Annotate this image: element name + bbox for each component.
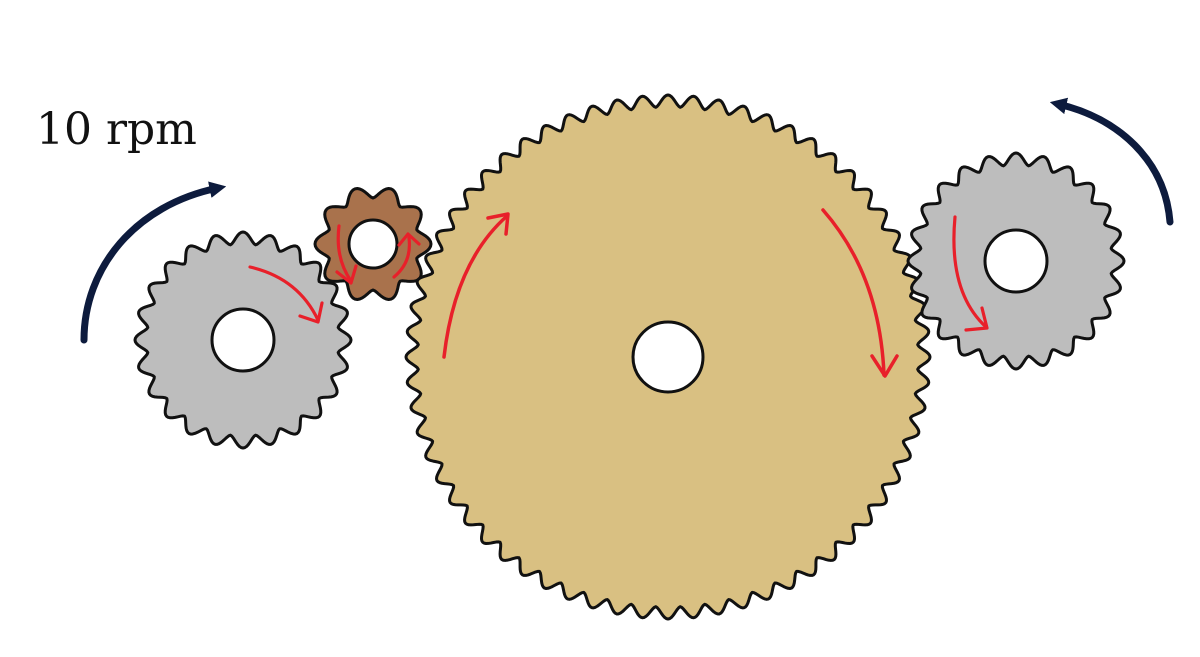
gear-left-hub-hole	[210, 307, 276, 373]
gear-large-hub-hole	[631, 320, 705, 394]
input-rotation-arrow	[80, 181, 227, 344]
gear-left	[133, 230, 353, 450]
gear-right-rotation-arrow	[952, 215, 989, 332]
gear-right-hub-hole	[983, 228, 1049, 294]
gear-large-rotation-arrow-left	[442, 212, 510, 359]
gear-left-rotation-arrow	[248, 265, 324, 324]
gear-large	[404, 93, 932, 621]
gear-small-rotation-arrow-left	[335, 224, 358, 285]
gear-right	[906, 151, 1126, 371]
gear-small-hub-hole	[347, 218, 399, 270]
output-rotation-arrow	[1049, 97, 1174, 226]
input-speed-label: 10 rpm	[36, 104, 197, 155]
gear-small-rotation-arrow-right	[392, 232, 421, 279]
gear-large-rotation-arrow-right	[821, 208, 899, 378]
